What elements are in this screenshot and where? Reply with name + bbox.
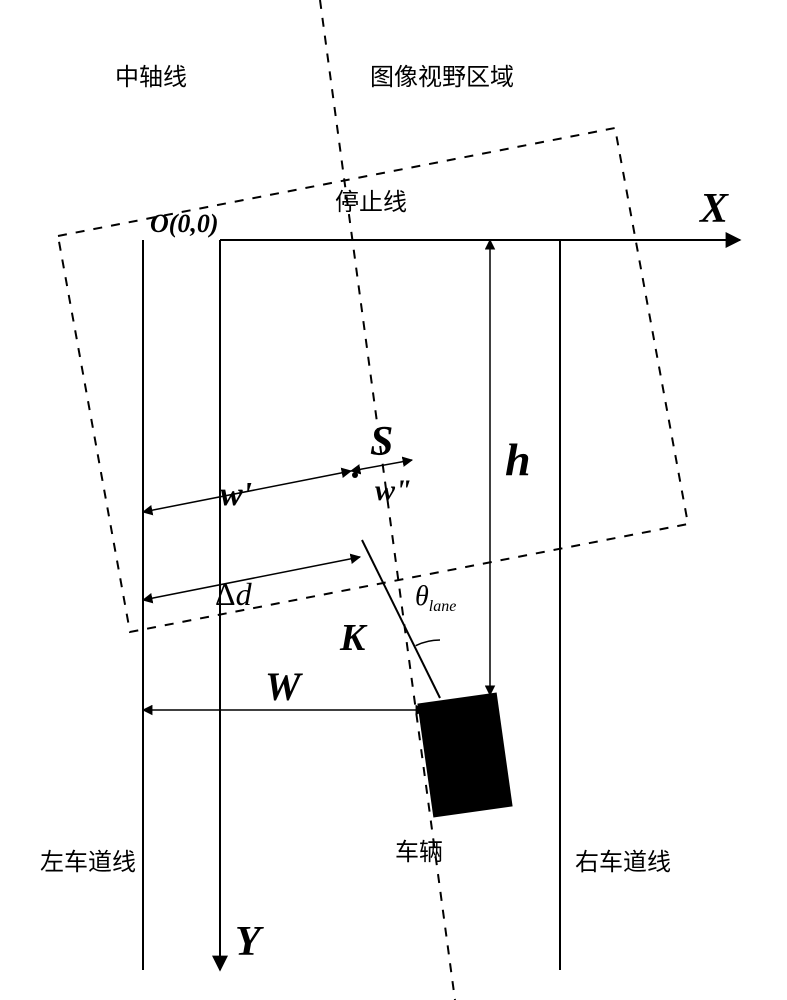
right-lane-label: 右车道线 <box>575 849 671 876</box>
vehicle-label: 车辆 <box>395 839 443 866</box>
k-label: K <box>339 617 368 659</box>
w-double-prime-label: w" <box>375 474 412 507</box>
x-axis-label: X <box>698 186 729 232</box>
image-fov-label: 图像视野区域 <box>370 64 514 91</box>
w-prime-label: w' <box>220 476 252 513</box>
center-axis-label: 中轴线 <box>115 64 187 91</box>
theta-lane-label: θlane <box>415 581 456 615</box>
origin-label: O(0,0) <box>150 209 219 238</box>
k-line <box>362 540 440 698</box>
left-lane-label: 左车道线 <box>40 849 136 876</box>
s-label: S <box>370 419 393 465</box>
s-point-marker <box>352 472 358 478</box>
y-axis-label: Y <box>235 919 264 965</box>
vehicle-shape <box>417 692 512 817</box>
delta-d-label: Δd <box>215 576 253 612</box>
theta-arc <box>416 640 440 646</box>
w-big-label: W <box>265 664 303 709</box>
h-label: h <box>505 434 531 485</box>
stop-line-label: 停止线 <box>335 189 407 216</box>
